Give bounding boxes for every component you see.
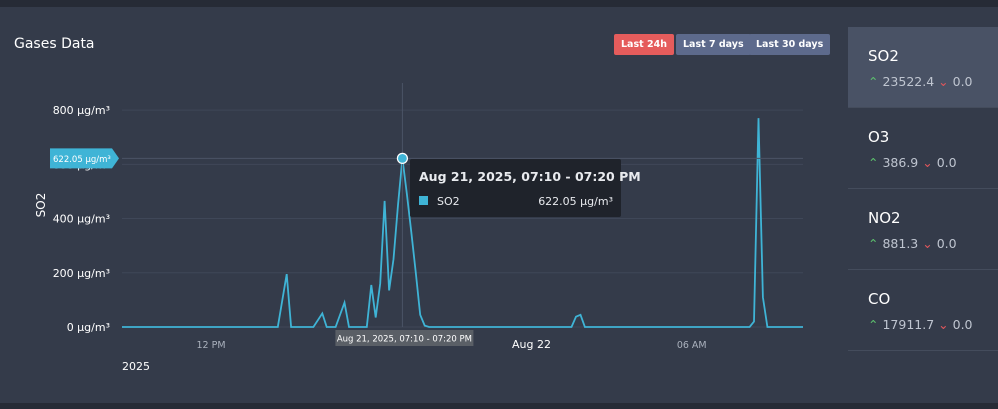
sidebar: SO2 ⌃ 23522.4 ⌄ 0.0 O3 ⌃ 386.9 ⌄ 0.0 NO2 ⌃… [848,27,998,403]
gas-change: 0.0 [952,74,973,89]
top-bar [0,0,998,7]
gas-values: ⌃ 881.3 ⌄ 0.0 [868,236,957,251]
y-tick-label: 800 µg/m³ [53,104,110,117]
x-tick-label: 06 AM [677,340,707,351]
up-icon: ⌃ [868,74,879,89]
gas-change: 0.0 [936,236,957,251]
gas-item[interactable]: CO ⌃ 17911.7 ⌄ 0.0 [848,270,998,351]
gas-item[interactable]: SO2 ⌃ 23522.4 ⌄ 0.0 [848,27,998,108]
crosshair-x-label: Aug 21, 2025, 07:10 - 07:20 PM [337,335,472,345]
gas-name: SO2 [868,47,899,65]
tooltip-bg [410,159,621,217]
crosshair-y-label: 622.05 µg/m³ [53,155,111,165]
x-tick-label: Aug 22 [512,338,551,351]
gas-item[interactable]: NO2 ⌃ 881.3 ⌄ 0.0 [848,189,998,270]
gas-item[interactable]: O3 ⌃ 386.9 ⌄ 0.0 [848,108,998,189]
gas-values: ⌃ 386.9 ⌄ 0.0 [868,155,957,170]
y-tick-label: 400 µg/m³ [53,213,110,226]
gas-value: 386.9 [882,155,919,170]
gas-name: CO [868,290,891,308]
y-tick-label: 0 µg/m³ [67,321,110,334]
y-axis-label: SO2 [34,193,48,218]
panel-title: Gases Data [14,36,95,52]
data-line [122,118,803,328]
gas-values: ⌃ 17911.7 ⌄ 0.0 [868,317,973,332]
gas-change: 0.0 [936,155,957,170]
tooltip-series: SO2 [437,195,460,208]
tooltip-value: 622.05 µg/m³ [538,195,613,208]
gas-values: ⌃ 23522.4 ⌄ 0.0 [868,74,973,89]
gas-change: 0.0 [952,317,973,332]
bottom-bar [0,403,998,409]
up-icon: ⌃ [868,155,879,170]
down-icon: ⌄ [922,236,933,251]
year-label: 2025 [122,360,150,373]
x-tick-label: 12 PM [196,340,225,351]
range-button[interactable]: Last 7 days [676,34,751,55]
range-button[interactable]: Last 24h [614,34,674,55]
down-icon: ⌄ [922,155,933,170]
crosshair-x-label-bg [335,330,474,346]
up-icon: ⌃ [868,236,879,251]
hover-point [396,152,409,164]
gas-value: 881.3 [882,236,919,251]
up-icon: ⌃ [868,317,879,332]
range-button[interactable]: Last 30 days [749,34,831,55]
crosshair-y-label-bg [50,148,119,169]
tooltip-swatch [419,196,428,205]
gas-name: NO2 [868,209,901,227]
down-icon: ⌄ [938,317,949,332]
y-tick-label: 200 µg/m³ [53,267,110,280]
tooltip-title: Aug 21, 2025, 07:10 - 07:20 PM [419,169,641,184]
gas-value: 23522.4 [882,74,935,89]
gas-name: O3 [868,128,890,146]
down-icon: ⌄ [938,74,949,89]
gas-value: 17911.7 [882,317,935,332]
